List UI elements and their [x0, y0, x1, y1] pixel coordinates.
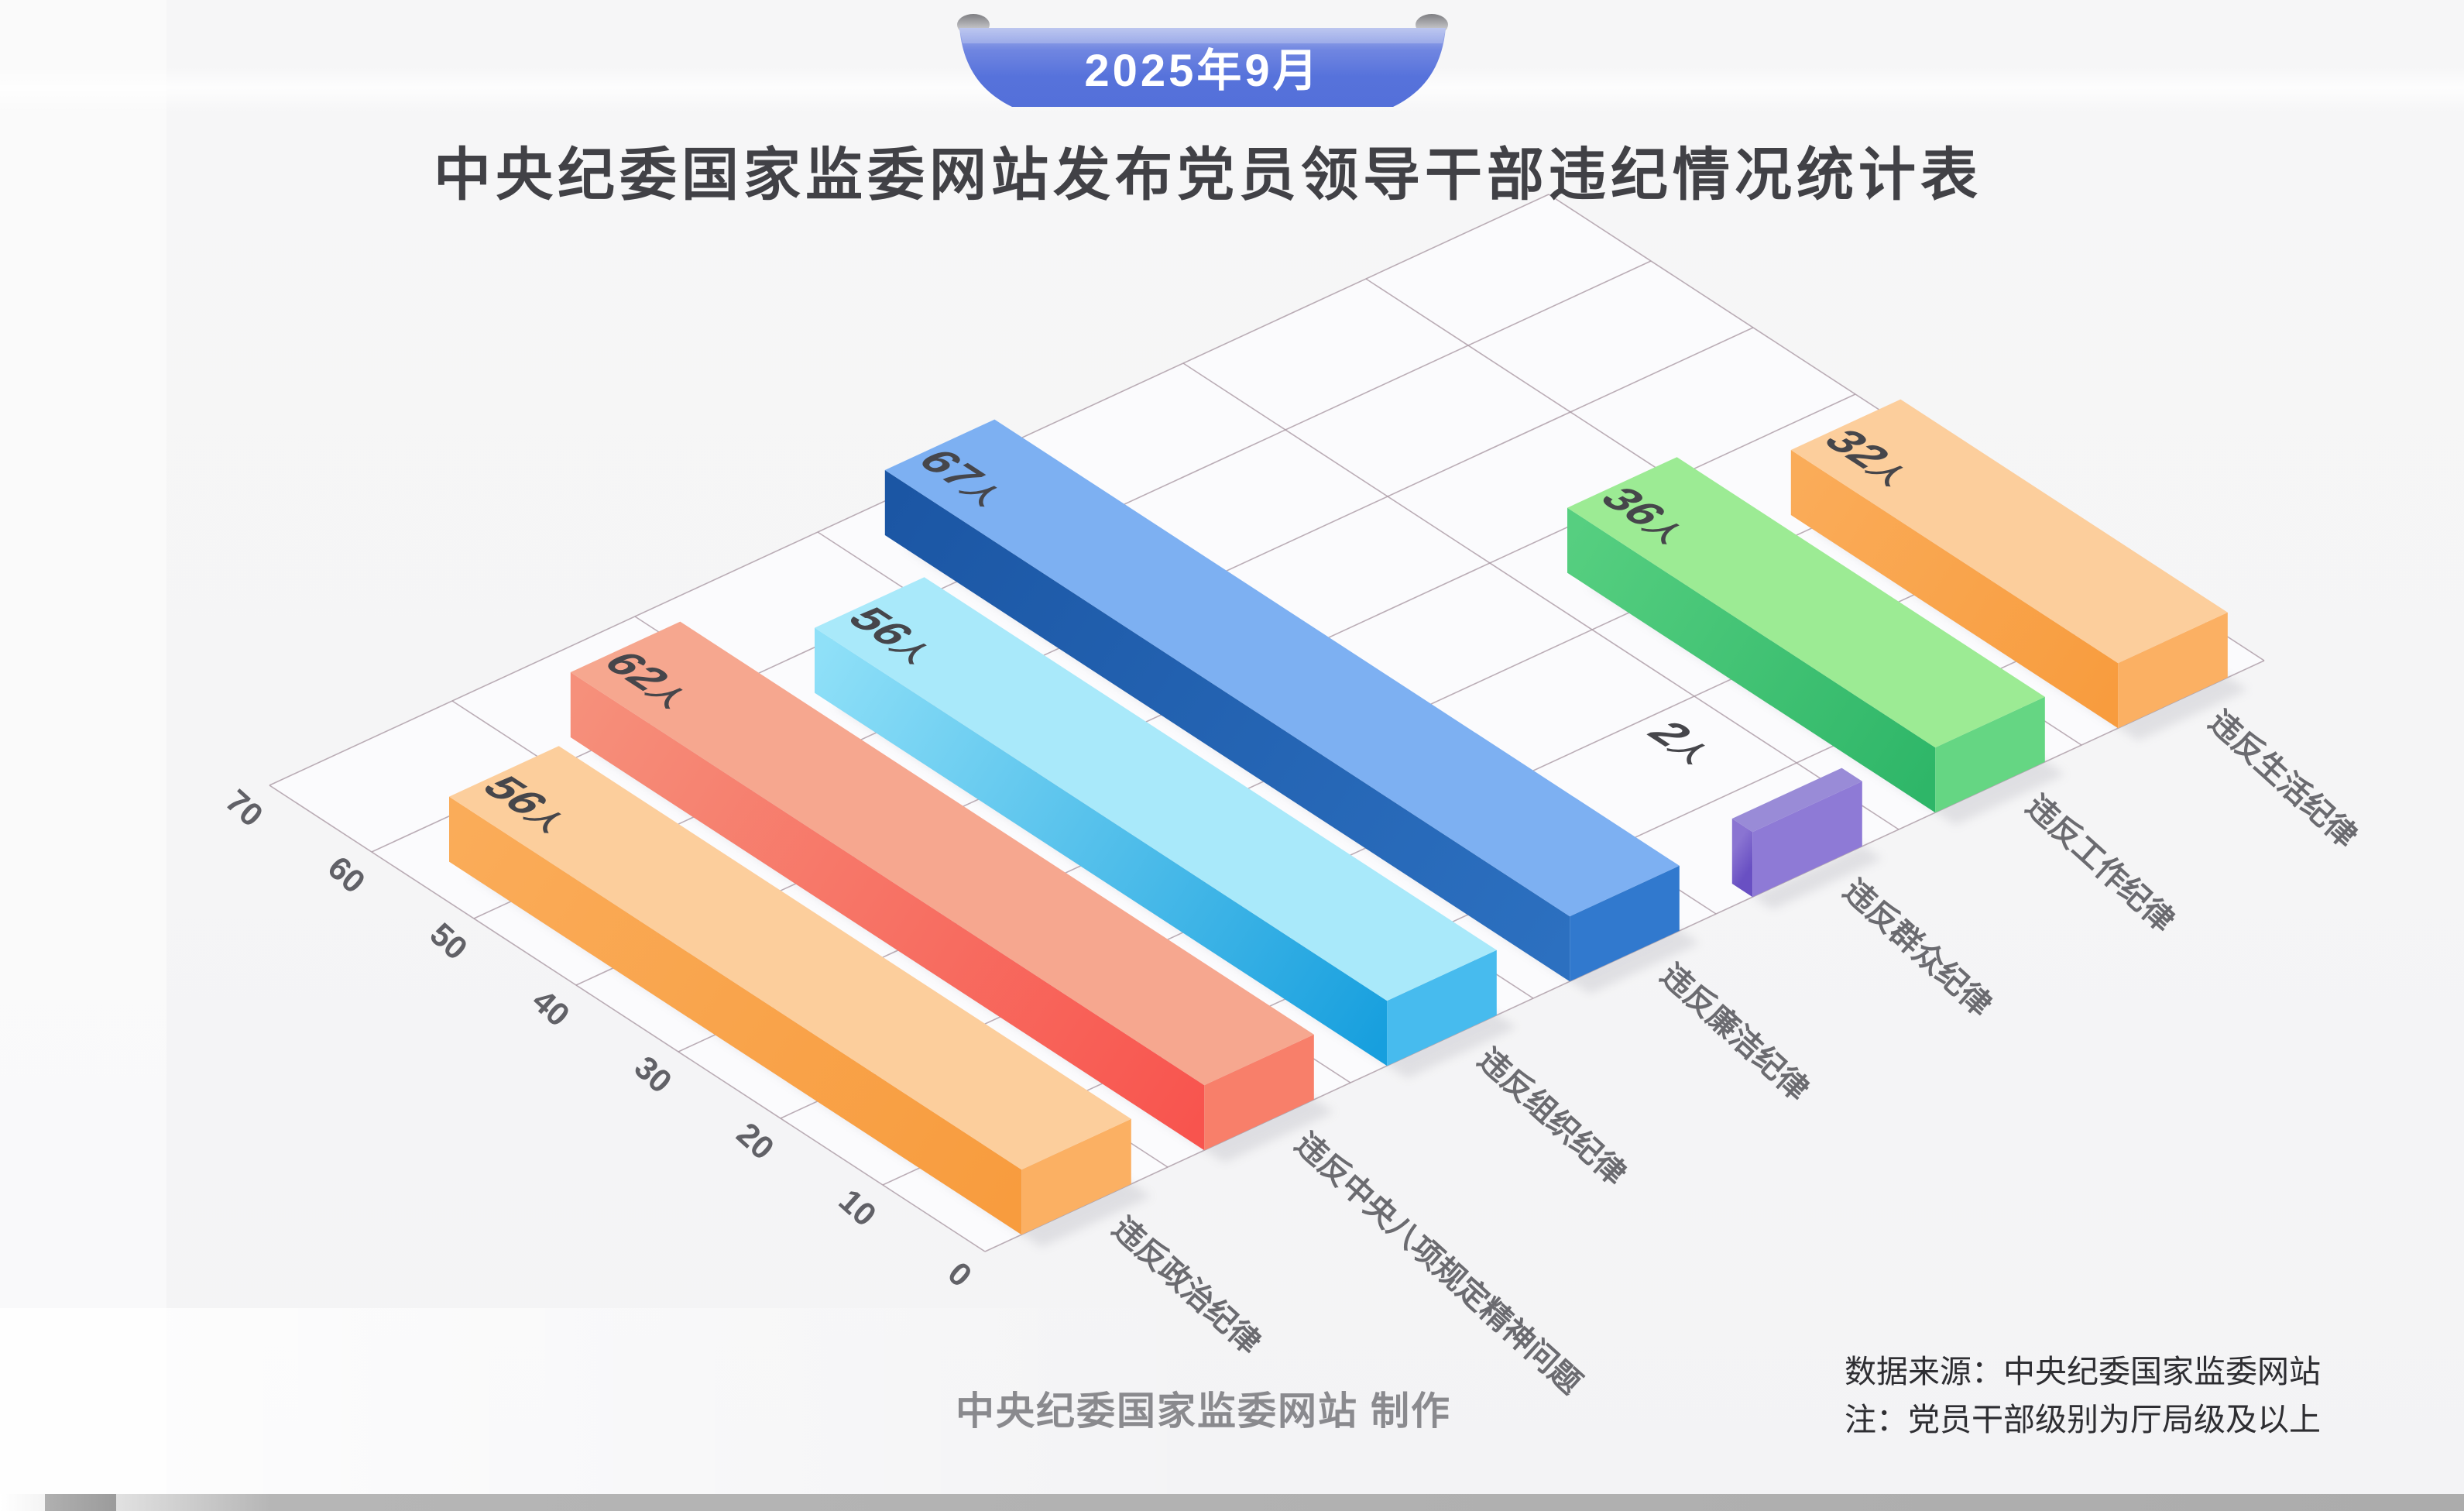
horizontal-scrollbar-thumb[interactable] — [45, 1494, 116, 1511]
bar-4 — [1731, 768, 1862, 898]
category-label-4: 违反群众纪律 — [1837, 873, 1998, 1022]
value-tick-30: 30 — [628, 1049, 679, 1100]
background-left-band — [0, 0, 166, 1494]
bar-top-face-6 — [1790, 399, 2228, 664]
bar-3 — [884, 419, 1680, 982]
bar-2 — [815, 577, 1497, 1066]
scope-note: 注：党员干部级别为厅局级及以上 — [1845, 1402, 2321, 1438]
category-label-3: 违反廉洁纪律 — [1654, 957, 1815, 1107]
footer-credit: 中央纪委国家监委网站 制作 — [956, 1389, 1451, 1433]
bar-top-face-4 — [1731, 768, 1862, 833]
bar-side-face-5 — [1567, 507, 1936, 813]
period-badge-label: 2025年9月 — [1084, 46, 1321, 96]
bar-end-face-0 — [1021, 1118, 1131, 1235]
value-tick-0: 0 — [941, 1255, 979, 1294]
bar-shadow-4 — [1752, 845, 1882, 910]
value-tick-10: 10 — [832, 1182, 884, 1233]
category-label-6: 违反生活纪律 — [2202, 704, 2363, 853]
bar-top-face-5 — [1567, 457, 2045, 748]
bar-top-face-2 — [815, 577, 1497, 1001]
bar-5 — [1567, 457, 2045, 813]
bar-top-face-1 — [570, 621, 1314, 1086]
bar-side-face-3 — [884, 470, 1570, 982]
grid-line-category-5 — [1182, 362, 1899, 830]
footer-notes: 数据来源：中央纪委国家监委网站 注：党员干部级别为厅局级及以上 — [1845, 1348, 2321, 1444]
page-title: 中央纪委国家监委网站发布党员领导干部违纪情况统计表 — [434, 143, 1982, 207]
value-tick-20: 20 — [730, 1115, 781, 1166]
value-tick-50: 50 — [424, 915, 475, 967]
date-ribbon: 2025年9月 — [955, 11, 1450, 119]
bar-side-face-2 — [815, 627, 1388, 1066]
bar-0 — [449, 746, 1131, 1235]
bar-end-face-1 — [1204, 1034, 1314, 1151]
bar-top-face-3 — [884, 419, 1680, 917]
bar-end-face-4 — [1752, 781, 1862, 898]
grid-line-category-0 — [269, 785, 986, 1252]
ribbon-shape — [957, 14, 1448, 107]
data-source-note: 数据来源：中央纪委国家监委网站 — [1845, 1354, 2321, 1389]
bar-side-face-6 — [1790, 450, 2119, 729]
bar-side-face-4 — [1731, 819, 1753, 898]
category-label-1: 违反中央八项规定精神问题 — [1289, 1126, 1587, 1400]
background-bottom-glow — [0, 1308, 1223, 1494]
bar-end-face-6 — [2118, 612, 2228, 729]
bar-side-face-1 — [570, 672, 1205, 1151]
bar-side-face-0 — [449, 796, 1022, 1235]
bar-1 — [570, 621, 1314, 1151]
bar-end-face-2 — [1387, 950, 1497, 1066]
bar-end-face-3 — [1570, 865, 1680, 982]
bars — [449, 399, 2228, 1235]
bar-end-face-5 — [1935, 696, 2045, 813]
bar-6 — [1790, 399, 2228, 729]
category-label-5: 违反工作纪律 — [2020, 788, 2181, 938]
value-tick-40: 40 — [526, 982, 577, 1033]
category-label-2: 违反组织纪律 — [1471, 1042, 1632, 1191]
value-tick-70: 70 — [219, 782, 270, 833]
value-tick-60: 60 — [321, 849, 372, 900]
horizontal-scrollbar-track[interactable] — [0, 1494, 2464, 1511]
ribbon-highlight — [959, 28, 1446, 43]
ribbon-body — [959, 28, 1446, 107]
category-label-0: 违反政治纪律 — [1106, 1211, 1267, 1360]
bar-top-face-0 — [449, 746, 1131, 1170]
